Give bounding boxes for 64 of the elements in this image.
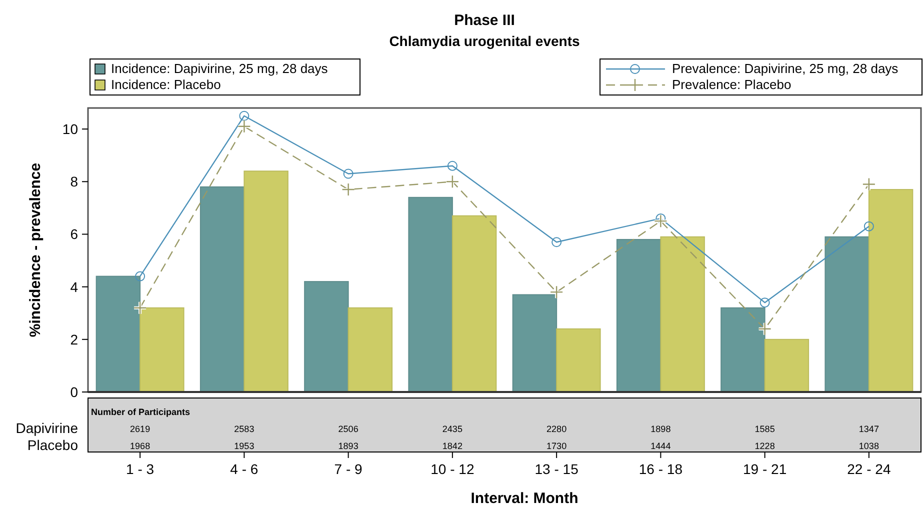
text: 1898 bbox=[650, 424, 671, 434]
text: 1730 bbox=[546, 441, 567, 451]
text: 1038 bbox=[858, 441, 879, 451]
x-axis-title: Interval: Month bbox=[470, 490, 578, 507]
text: 1893 bbox=[338, 441, 358, 451]
text: 1228 bbox=[754, 441, 775, 451]
y-axis-title: %incidence - prevalence bbox=[27, 162, 44, 338]
text: 1347 bbox=[858, 424, 879, 434]
text: Placebo bbox=[27, 437, 78, 453]
bar bbox=[720, 307, 766, 392]
point bbox=[343, 168, 354, 179]
bar bbox=[304, 281, 349, 392]
x-tick-label: 10 - 12 bbox=[430, 461, 474, 477]
text: 2435 bbox=[442, 424, 462, 434]
legend-label: Prevalence: Dapivirine, 25 mg, 28 days bbox=[672, 61, 899, 76]
legend-label: Incidence: Placebo bbox=[111, 77, 221, 92]
bar bbox=[244, 170, 288, 392]
text: 2280 bbox=[546, 424, 567, 434]
text: 1585 bbox=[754, 424, 775, 434]
chart-subtitle: Chlamydia urogenital events bbox=[389, 33, 580, 49]
x-tick-label: 1 - 3 bbox=[126, 461, 154, 477]
x-tick-label: 4 - 6 bbox=[230, 461, 258, 477]
point bbox=[552, 237, 562, 248]
bar bbox=[764, 338, 810, 392]
chart-title: Phase III bbox=[454, 12, 515, 29]
bar bbox=[348, 307, 393, 392]
x-tick-label: 13 - 15 bbox=[534, 461, 579, 477]
text: 2506 bbox=[338, 424, 358, 434]
y-tick-label: 6 bbox=[70, 226, 78, 242]
point bbox=[760, 298, 770, 308]
text: 2619 bbox=[130, 424, 150, 434]
y-tick-label: 0 bbox=[70, 384, 78, 400]
point bbox=[864, 221, 874, 232]
bar bbox=[512, 294, 558, 392]
text: 1953 bbox=[234, 441, 254, 451]
bar bbox=[96, 276, 141, 392]
text: 1444 bbox=[650, 441, 671, 451]
x-tick-label: 7 - 9 bbox=[334, 461, 363, 477]
bar bbox=[824, 236, 870, 392]
y-tick-label: 4 bbox=[70, 278, 78, 295]
bar bbox=[616, 238, 662, 392]
point bbox=[239, 110, 250, 121]
x-tick-label: 16 - 18 bbox=[638, 461, 683, 477]
y-tick-label: 10 bbox=[62, 121, 78, 138]
x-tick-label: 19 - 21 bbox=[743, 461, 787, 477]
y-tick-label: 2 bbox=[70, 331, 78, 348]
bar bbox=[408, 196, 453, 392]
point bbox=[135, 271, 146, 282]
legend-label: Incidence: Dapivirine, 25 mg, 28 days bbox=[111, 61, 328, 76]
bar bbox=[660, 236, 705, 392]
x-tick-label: 22 - 24 bbox=[847, 461, 891, 477]
legend-label: Prevalence: Placebo bbox=[672, 77, 792, 92]
point bbox=[447, 160, 458, 171]
text: 1968 bbox=[130, 441, 150, 451]
bar bbox=[140, 307, 184, 392]
text: 2583 bbox=[234, 424, 254, 434]
bar bbox=[452, 215, 497, 392]
text: Number of Participants bbox=[91, 407, 190, 417]
bar bbox=[200, 186, 245, 392]
y-tick-label: 8 bbox=[70, 174, 78, 190]
bar bbox=[556, 328, 601, 392]
text: Dapivirine bbox=[16, 420, 78, 436]
bar bbox=[868, 189, 914, 392]
text: 1842 bbox=[442, 441, 462, 451]
